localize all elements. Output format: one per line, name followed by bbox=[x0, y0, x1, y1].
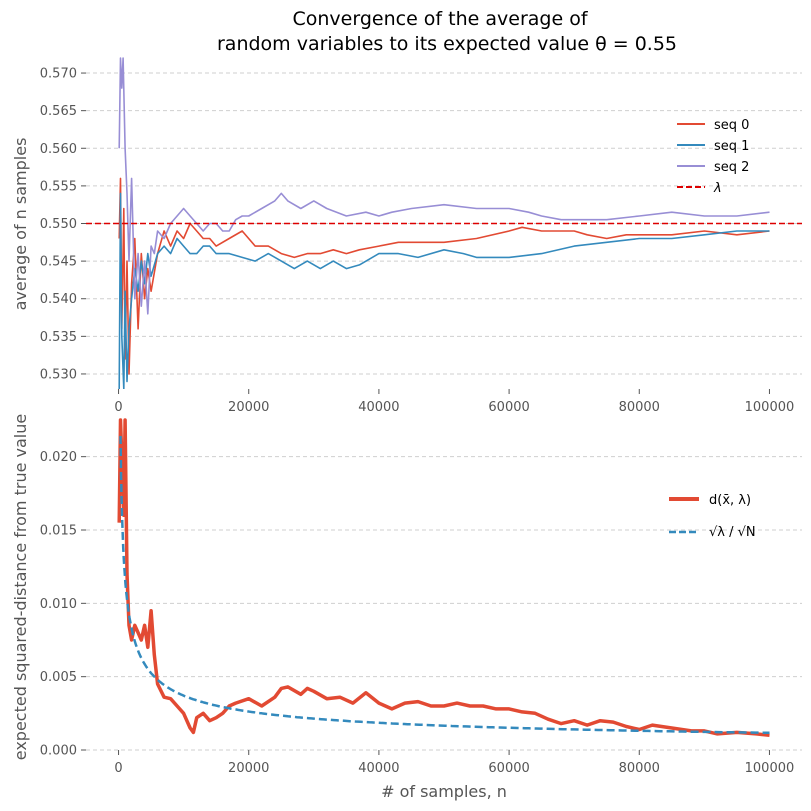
top-panel: 0.530 0.535 0.540 0.545 0.550 0.555 0.560 0.565… bbox=[11, 57, 802, 415]
bottom-legend: d(x̄, λ) √λ / √N bbox=[669, 493, 756, 540]
series-line-bottom-1 bbox=[119, 434, 770, 735]
top-series bbox=[86, 57, 802, 389]
legend-label-seq-1: seq 1 bbox=[714, 139, 749, 154]
top-y-axis-label: average of n samples bbox=[11, 138, 30, 311]
chart-title-line-1: Convergence of the average of bbox=[292, 8, 588, 30]
chart-title-line-2: random variables to its expected value θ… bbox=[217, 33, 677, 55]
bottom-y-axis: 0.000 0.005 0.010 0.015 0.020 bbox=[40, 450, 86, 759]
bottom-y-axis-label: expected squared-distance from true valu… bbox=[11, 414, 30, 760]
y-tick-label: 0.535 bbox=[40, 330, 77, 345]
legend-label-seq-0: seq 0 bbox=[714, 118, 749, 133]
y-tick-label: 0.570 bbox=[40, 67, 77, 82]
top-y-axis: 0.530 0.535 0.540 0.545 0.550 0.555 0.560 0.565… bbox=[40, 67, 86, 382]
bottom-panel: 0.000 0.005 0.010 0.015 0.020 0 20000 40000 600… bbox=[11, 414, 802, 801]
y-tick-label: 0.565 bbox=[40, 104, 77, 119]
series-line-top-0 bbox=[118, 177, 770, 375]
y-tick-label: 0.560 bbox=[40, 142, 77, 157]
series-line-bottom-0 bbox=[117, 418, 770, 738]
x-tick-label: 20000 bbox=[228, 400, 269, 415]
x-tick-label: 80000 bbox=[619, 761, 660, 776]
y-tick-label: 0.540 bbox=[40, 292, 77, 307]
y-tick-label: 0.530 bbox=[40, 367, 77, 382]
y-tick-label: 0.000 bbox=[40, 744, 77, 759]
x-tick-label: 100000 bbox=[745, 400, 795, 415]
x-tick-label: 0 bbox=[114, 400, 122, 415]
y-tick-label: 0.545 bbox=[40, 255, 77, 270]
bottom-series bbox=[117, 418, 770, 738]
x-axis-label: # of samples, n bbox=[381, 782, 507, 801]
x-tick-label: 20000 bbox=[228, 761, 269, 776]
legend-label-sqrt-ratio: √λ / √N bbox=[709, 525, 756, 540]
y-tick-label: 0.015 bbox=[40, 524, 77, 539]
series-line-top-2 bbox=[118, 57, 770, 315]
bottom-gridlines bbox=[86, 456, 802, 751]
legend-label-distance: d(x̄, λ) bbox=[709, 493, 751, 508]
y-tick-label: 0.005 bbox=[40, 670, 77, 685]
x-tick-label: 40000 bbox=[358, 761, 399, 776]
legend-label-seq-2: seq 2 bbox=[714, 160, 749, 175]
legend-label-lambda: λ bbox=[713, 181, 722, 196]
x-tick-label: 40000 bbox=[358, 400, 399, 415]
y-tick-label: 0.010 bbox=[40, 597, 77, 612]
top-legend: seq 0 seq 1 seq 2 λ bbox=[677, 118, 749, 196]
x-tick-label: 60000 bbox=[488, 761, 529, 776]
series-line-top-1 bbox=[118, 192, 770, 389]
y-tick-label: 0.550 bbox=[40, 217, 77, 232]
y-tick-label: 0.555 bbox=[40, 179, 77, 194]
x-tick-label: 80000 bbox=[619, 400, 660, 415]
bottom-x-axis: 0 20000 40000 60000 80000 100000 bbox=[114, 750, 794, 776]
y-tick-label: 0.020 bbox=[40, 450, 77, 465]
x-tick-label: 60000 bbox=[488, 400, 529, 415]
x-tick-label: 0 bbox=[114, 761, 122, 776]
x-tick-label: 100000 bbox=[745, 761, 795, 776]
top-x-axis: 0 20000 40000 60000 80000 100000 bbox=[114, 389, 794, 415]
